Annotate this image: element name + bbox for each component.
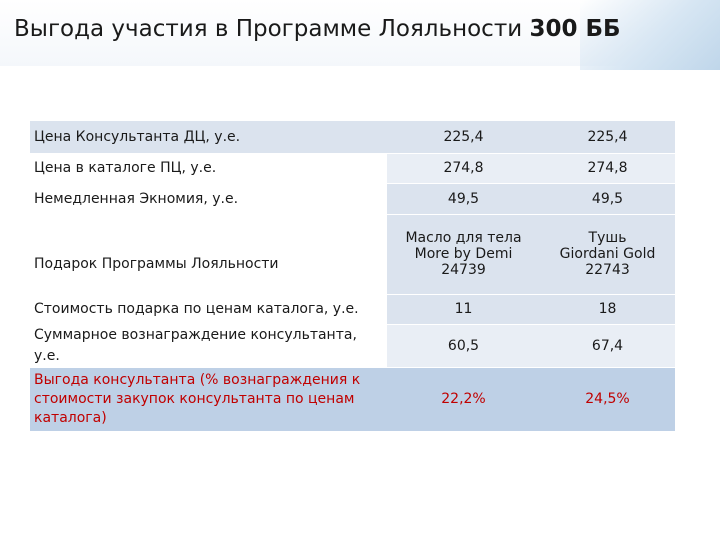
table-row: Стоимость подарка по ценам каталога, у.е… <box>30 294 675 325</box>
row-value-2: 67,4 <box>540 324 675 368</box>
row-value-1: 49,5 <box>387 183 540 215</box>
title-accent-decoration <box>580 0 720 70</box>
page-title: Выгода участия в Программе Лояльности 30… <box>14 16 621 42</box>
row-value-1-highlight: 22,2% <box>387 367 540 432</box>
row-label: Суммарное вознаграждение консультанта, у… <box>30 324 387 368</box>
table-row: Немедленная Экномия, у.е. 49,5 49,5 <box>30 183 675 215</box>
table-row: Цена Консультанта ДЦ, у.е. 225,4 225,4 <box>30 121 675 154</box>
row-value-2: 18 <box>540 294 675 325</box>
row-value-1: 11 <box>387 294 540 325</box>
table-row: Суммарное вознаграждение консультанта, у… <box>30 324 675 368</box>
page-title-text: Выгода участия в Программе Лояльности <box>14 16 530 42</box>
row-label: Подарок Программы Лояльности <box>30 214 387 295</box>
row-value-1: 274,8 <box>387 153 540 184</box>
row-value-2: Тушь Giordani Gold 22743 <box>540 214 675 295</box>
row-value-2: 225,4 <box>540 121 675 154</box>
table-row: Цена в каталоге ПЦ, у.е. 274,8 274,8 <box>30 153 675 184</box>
row-label: Стоимость подарка по ценам каталога, у.е… <box>30 294 387 325</box>
row-value-2-highlight: 24,5% <box>540 367 675 432</box>
table-row-highlight: Выгода консультанта (% вознаграждения к … <box>30 367 675 432</box>
row-label-highlight: Выгода консультанта (% вознаграждения к … <box>30 367 387 432</box>
row-label: Цена Консультанта ДЦ, у.е. <box>30 121 387 154</box>
row-value-1: Масло для тела More by Demi 24739 <box>387 214 540 295</box>
benefit-table: Цена Консультанта ДЦ, у.е. 225,4 225,4 Ц… <box>30 121 675 432</box>
row-value-2: 49,5 <box>540 183 675 215</box>
row-label: Немедленная Экномия, у.е. <box>30 183 387 215</box>
row-value-1: 225,4 <box>387 121 540 154</box>
row-label: Цена в каталоге ПЦ, у.е. <box>30 153 387 184</box>
table-row: Подарок Программы Лояльности Масло для т… <box>30 214 675 295</box>
row-value-1: 60,5 <box>387 324 540 368</box>
row-value-2: 274,8 <box>540 153 675 184</box>
page-title-bold: 300 ББ <box>529 16 621 42</box>
